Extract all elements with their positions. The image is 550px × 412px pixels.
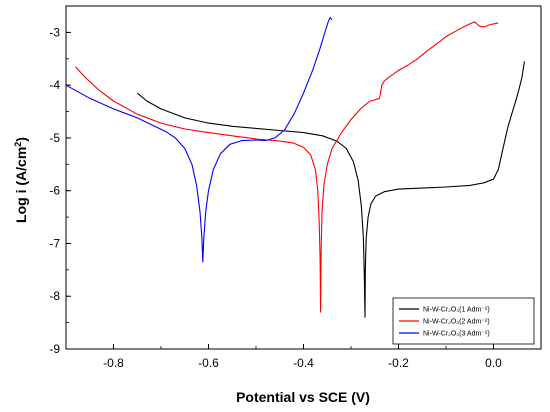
y-axis-title: Log i (A/cm2) [13,137,29,223]
y-tick-label: -8 [49,289,60,303]
x-tick-label: -0.8 [103,356,124,370]
x-tick-label: -0.4 [293,356,314,370]
y-tick-label: -9 [49,342,60,356]
series-lines [65,17,525,318]
legend-label-1: Ni-W-Cr₂O₃(1 Adm⁻²) [423,307,490,314]
plot-frame [65,5,542,350]
series-line-3 [65,17,333,263]
y-tick-label: -7 [49,236,60,250]
x-tick-label: -0.6 [198,356,219,370]
y-tick-label: -5 [49,131,60,145]
series-line-1 [136,61,525,318]
x-axis-title: Potential vs SCE (V) [236,389,370,405]
y-tick-label: -3 [49,25,60,39]
legend: Ni-W-Cr₂O₃(1 Adm⁻²) Ni-W-Cr₂O₃(2 Adm⁻²) Ni… [392,297,535,345]
y-axis-ticks: -9 -8 -7 -6 -5 -4 -3 [49,5,71,356]
x-tick-label: 0.0 [485,356,502,370]
x-axis-ticks: -0.8 -0.6 -0.4 -0.2 0.0 [65,344,542,370]
series-line-2 [75,21,499,313]
legend-label-2: Ni-W-Cr₂O₃(2 Adm⁻²) [423,319,490,326]
y-tick-label: -4 [49,78,60,92]
x-tick-label: -0.2 [388,356,409,370]
y-tick-label: -6 [49,184,60,198]
legend-label-3: Ni-W-Cr₂O₃(3 Adm⁻²) [423,331,490,338]
legend-items: Ni-W-Cr₂O₃(1 Adm⁻²) Ni-W-Cr₂O₃(2 Adm⁻²) Ni… [399,307,490,338]
